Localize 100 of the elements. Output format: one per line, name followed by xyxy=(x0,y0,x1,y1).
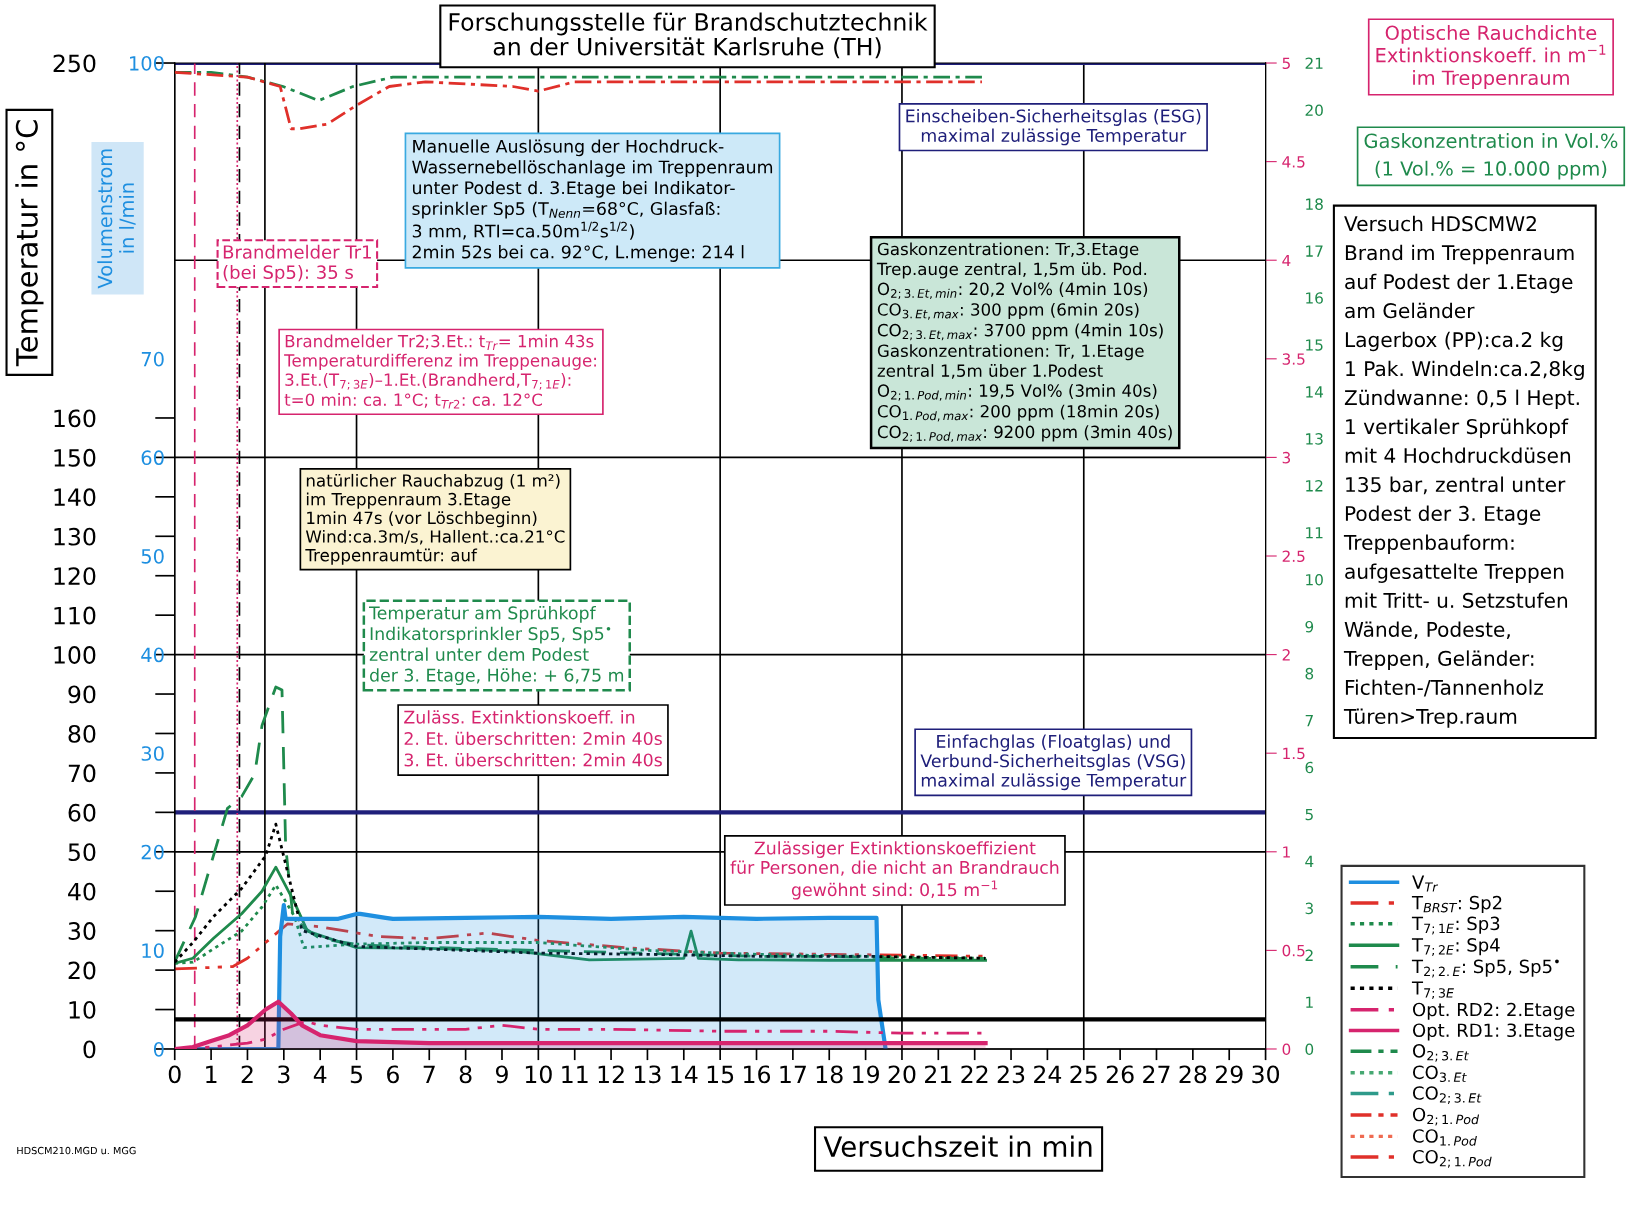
text: HDSCM210.MGD u. MGG xyxy=(17,1146,136,1155)
y2-tick-label: 20 xyxy=(141,844,164,860)
x-tick-label: 20 xyxy=(888,1065,916,1084)
x-tick-label: 0 xyxy=(168,1065,181,1084)
y-tick-label: 7 xyxy=(1305,715,1313,727)
x-tick-label: 25 xyxy=(1070,1065,1097,1084)
text: Manuelle Auslösung der Hochdruck- Wassernebellöschanlage im Treppenraum unter Podest d. 3.Etage bei Indikator- sprinkler Sp5 (T$_{Nenn}$=68°C, Glasfaß: 3 mm, RTI=ca.50m$^{1/2}$s$^{1/2}$) 2min 52s bei ca. 92°C, L.menge: 214 l xyxy=(412,139,773,262)
legend-label: CO$_{3.Et}$ xyxy=(1412,1065,1467,1083)
x-tick-label: 13 xyxy=(635,1065,661,1084)
x-tick-label: 4 xyxy=(313,1065,327,1083)
x-tick-label: 16 xyxy=(744,1065,771,1084)
x-tick-label: 15 xyxy=(707,1065,734,1084)
y-tick-label: 21 xyxy=(1305,57,1323,69)
y-tick-label: 3 xyxy=(1305,902,1313,915)
x-tick-label: 5 xyxy=(350,1065,362,1084)
x-tick-label: 2 xyxy=(241,1065,253,1083)
x-tick-label: 21 xyxy=(925,1065,952,1083)
y2-tick-label: 100 xyxy=(130,55,164,71)
y-tick-label: 11 xyxy=(1306,527,1323,539)
legend-label: V$_{Tr}$ xyxy=(1412,875,1439,892)
y3-tick-label: 0 xyxy=(1282,1043,1291,1056)
x-tick-label: 6 xyxy=(387,1065,399,1084)
legend-label: CO$_{1.Pod}$ xyxy=(1412,1129,1477,1146)
x-tick-label: 1 xyxy=(206,1065,217,1083)
y-tick-label: 30 xyxy=(68,922,96,940)
y-tick-label: 10 xyxy=(69,1000,96,1019)
y-tick-label: 18 xyxy=(1306,198,1323,210)
chart-title: Forschungsstelle für Brandschutztechnik an der Universität Karlsruhe (TH) xyxy=(449,12,928,59)
y-tick-label: 2 xyxy=(1305,949,1313,961)
y2-tick-label: 50 xyxy=(141,548,164,564)
x-axis-title: Versuchszeit in min xyxy=(823,1135,1092,1158)
text: Optische Rauchdichte Extinktionskoeff. in m$^{−1}$ im Treppenraum xyxy=(1376,25,1606,89)
annotation: Einscheiben-Sicherheitsglas (ESG) maximal zulässige Temperatur xyxy=(906,109,1201,146)
y-tick-label: 5 xyxy=(1305,808,1313,821)
legend-label: Opt. RD1: 3.Etage xyxy=(1412,1023,1575,1041)
y3-tick-label: 1 xyxy=(1283,846,1290,858)
y2-tick-label: 60 xyxy=(141,450,164,466)
y3-tick-label: 3.5 xyxy=(1282,353,1305,365)
x-tick-label: 30 xyxy=(1252,1065,1280,1084)
y-tick-label: 140 xyxy=(54,488,96,507)
y-tick-label: 9 xyxy=(1305,620,1314,633)
x-tick-label: 24 xyxy=(1034,1065,1062,1083)
annotation: Zuläss. Extinktionskoeff. in 2. Et. überschritten: 2min 40s 3. Et. überschritten: 2min 40s xyxy=(404,710,662,767)
y-tick-label: 100 xyxy=(54,646,96,664)
y-tick-label: 160 xyxy=(54,409,96,428)
x-tick-label: 27 xyxy=(1143,1065,1170,1083)
y3-tick-label: 1.5 xyxy=(1283,747,1305,760)
x-tick-label: 28 xyxy=(1179,1065,1207,1084)
y-tick-label: 17 xyxy=(1306,245,1323,257)
x-tick-label: 17 xyxy=(780,1065,806,1083)
y3-tick-label: 0.5 xyxy=(1282,944,1305,957)
y-tick-label: 0 xyxy=(83,1040,96,1059)
y2-tick-label: 70 xyxy=(141,351,164,367)
text: Gaskonzentrationen: Tr,3.Etage Trep.auge zentral, 1,5m üb. Pod. O$_{2;3.Et,min}$: 20,2 Vol% (4min 10s) CO$_{3.Et,max}$: 300 ppm (6min 20s) CO$_{2;3.Et,max}$: 3700 ppm (4min 10s) Gaskonzentrationen: Tr, 1.Etage zentral 1,5m über 1.Podest O$_{2;1.Pod,min}$: 19,5 Vol% (3min 40s) CO$_{1.Pod,max}$: 200 ppm (18min 20s) CO$_{2;1.Pod,max}$: 9200 ppm (3min 40s) xyxy=(876,242,1172,443)
text: O$_{2;3.Et}$ xyxy=(1412,1043,1469,1062)
y3-tick-label: 5 xyxy=(1282,57,1290,70)
y-tick-label: 250 xyxy=(53,54,96,73)
y-tick-label: 1 xyxy=(1306,996,1313,1008)
y-tick-label: 20 xyxy=(1305,104,1323,116)
x-tick-label: 10 xyxy=(525,1065,552,1084)
annotation: natürlicher Rauchabzug (1 m²) im Treppenraum 3.Etage 1min 47s (vor Löschbeginn) Wind:ca.3m/s, Hallent.:ca.21°C Treppenraumtür: auf xyxy=(305,473,565,565)
text: Brandmelder Tr2;3.Et.: t$_{Tr}$= 1min 43s Temperaturdifferenz im Treppenauge: 3.Et.(T$_{7;3E}$)–1.Et.(Brandherd,T$_{7;1E}$): t=0 min: ca. 1°C; t$_{Tr2}$: ca. 12°C xyxy=(284,334,596,409)
x-tick-label: 19 xyxy=(853,1065,879,1084)
text: O$_{2;1.Pod}$ xyxy=(1412,1107,1480,1126)
x-tick-label: 22 xyxy=(961,1065,988,1083)
y-tick-label: 110 xyxy=(54,606,96,625)
annotation: Zulässiger Extinktionskoeffizient für Personen, die nicht an Brandrauch gewöhnt sind: 0,15 m$^{−1}$ xyxy=(730,841,1059,900)
y-tick-label: 12 xyxy=(1306,480,1323,492)
y-tick-label: 50 xyxy=(68,843,96,862)
x-tick-label: 18 xyxy=(816,1065,843,1084)
y-tick-label: 10 xyxy=(1306,573,1323,586)
y-tick-label: 90 xyxy=(68,685,96,704)
text: Versuch HDSCMW2 Brand im Treppenraum auf Podest der 1.Etage am Geländer Lagerbox (PP):ca.2 kg 1 Pak. Windeln:ca.2,8kg Zündwanne: 0,5 l Hept. 1 vertikaler Sprühkopf mit 4 Hochdruckdüsen 135 bar, zentral unter Podest der 3. Etage Treppenbauform: aufgesattelte Treppen mit Tritt- u. Setzstufen Wände, Podeste, Treppen, Geländer: Fichten-/Tannenholz Türen>Trep.raum xyxy=(1343,215,1584,728)
y-tick-label: 13 xyxy=(1306,433,1323,445)
x-tick-label: 7 xyxy=(423,1065,435,1083)
y2-tick-label: 40 xyxy=(141,647,164,663)
legend-label: T$_{7;1E}$: Sp3 xyxy=(1411,916,1500,935)
y-tick-label: 16 xyxy=(1306,292,1323,304)
legend-label: Opt. RD2: 2.Etage xyxy=(1412,1002,1575,1020)
y-tick-label: 14 xyxy=(1306,386,1324,398)
legend-label: T$_{7;3E}$ xyxy=(1411,981,1454,1000)
y-tick-label: 0 xyxy=(1305,1043,1314,1056)
y-tick-label: 60 xyxy=(68,803,96,822)
y-tick-label: 80 xyxy=(68,724,96,743)
y-tick-label: 8 xyxy=(1305,667,1314,680)
x-tick-label: 29 xyxy=(1215,1065,1243,1084)
legend-label: CO$_{2;1.Pod}$ xyxy=(1412,1149,1492,1168)
x-tick-label: 12 xyxy=(598,1065,624,1083)
x-tick-label: 11 xyxy=(562,1065,588,1083)
legend-label: CO$_{2;3.Et}$ xyxy=(1412,1086,1482,1105)
y3-tick-label: 4 xyxy=(1282,254,1291,267)
y2-axis-title: Volumenstrom in l/min xyxy=(97,149,136,289)
y-tick-label: 20 xyxy=(68,961,96,980)
text: Temperatur am Sprühkopf Indikatorsprinkler Sp5, Sp5$^{•}$ zentral unter dem Podest der 3. Etage, Höhe: + 6,75 m xyxy=(369,606,624,686)
y-tick-label: 150 xyxy=(54,448,96,467)
y-axis-title: Temperatur in °C xyxy=(15,120,44,367)
y-tick-label: 120 xyxy=(54,567,96,586)
y-tick-label: 130 xyxy=(54,527,96,546)
x-tick-label: 23 xyxy=(997,1065,1025,1084)
y-tick-label: 15 xyxy=(1306,339,1323,351)
